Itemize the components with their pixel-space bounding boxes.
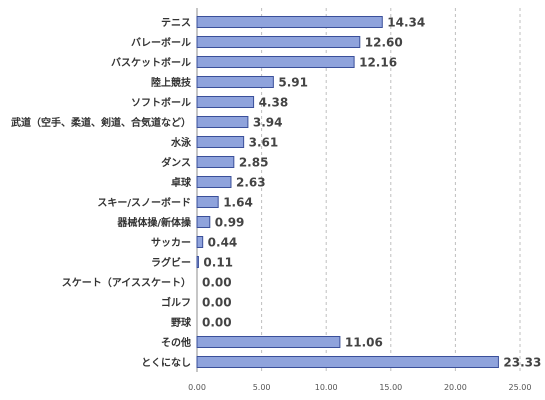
grid-layer — [196, 8, 521, 372]
data-label: 12.60 — [365, 36, 403, 50]
data-label: 0.00 — [202, 316, 232, 330]
tick-layer: 0.00 5.00 10.00 15.00 20.00 25.00 — [188, 383, 531, 392]
label-layer: テニス 14.34 バレーボール 12.60 バスケットボール 12.16 陸上競技 5.91… — [11, 16, 541, 370]
bar — [196, 216, 211, 228]
data-label: 11.06 — [345, 336, 383, 350]
data-label: 12.16 — [359, 56, 397, 70]
category-label: テニス — [161, 17, 191, 29]
bar — [196, 196, 219, 208]
bar — [196, 16, 383, 28]
data-label: 0.11 — [203, 256, 233, 270]
x-tick-label: 20.00 — [444, 383, 467, 392]
category-label: スケート（アイススケート） — [62, 276, 191, 289]
category-label: その他 — [161, 336, 191, 349]
category-label: ソフトボール — [131, 96, 191, 109]
bar — [196, 136, 245, 148]
data-label: 5.91 — [278, 76, 308, 90]
bar — [196, 96, 255, 108]
x-tick-label: 10.00 — [315, 383, 338, 392]
category-label: 陸上競技 — [151, 76, 192, 89]
data-label: 4.38 — [259, 96, 289, 110]
data-label: 2.63 — [236, 176, 266, 190]
category-label: ラグビー — [151, 256, 191, 269]
category-label: 器械体操/新体操 — [116, 216, 191, 229]
bar — [196, 356, 499, 368]
bar — [196, 156, 235, 168]
x-tick-label: 25.00 — [509, 383, 532, 392]
category-label: バレーボール — [131, 36, 191, 49]
bar — [196, 56, 355, 68]
data-label: 3.94 — [253, 116, 283, 130]
data-label: 0.44 — [208, 236, 238, 250]
x-tick-label: 5.00 — [253, 383, 271, 392]
data-label: 23.33 — [503, 356, 541, 370]
bar — [196, 336, 341, 348]
bar — [196, 76, 274, 88]
bar — [196, 236, 204, 248]
category-label: ダンス — [161, 156, 191, 169]
data-label: 0.99 — [215, 216, 245, 230]
data-label: 0.00 — [202, 276, 232, 290]
bar — [196, 36, 361, 48]
x-tick-label: 15.00 — [379, 383, 402, 392]
data-label: 0.00 — [202, 296, 232, 310]
x-tick-label: 0.00 — [188, 383, 206, 392]
category-label: 卓球 — [171, 176, 192, 189]
data-label: 3.61 — [249, 136, 279, 150]
category-label: 野球 — [171, 316, 192, 329]
bar-layer — [196, 16, 499, 368]
category-label: バスケットボール — [111, 56, 191, 69]
category-label: スキー/スノーボード — [97, 196, 191, 209]
category-label: 武道（空手、柔道、剣道、合気道など） — [11, 116, 191, 129]
bar — [196, 256, 199, 268]
data-label: 14.34 — [387, 16, 425, 30]
bar — [196, 176, 232, 188]
data-label: 1.64 — [223, 196, 253, 210]
bar — [196, 116, 249, 128]
category-label: 水泳 — [170, 136, 192, 149]
category-label: ゴルフ — [161, 296, 191, 309]
category-label: とくになし — [141, 357, 191, 369]
category-label: サッカー — [151, 237, 191, 249]
data-label: 2.85 — [239, 156, 269, 170]
